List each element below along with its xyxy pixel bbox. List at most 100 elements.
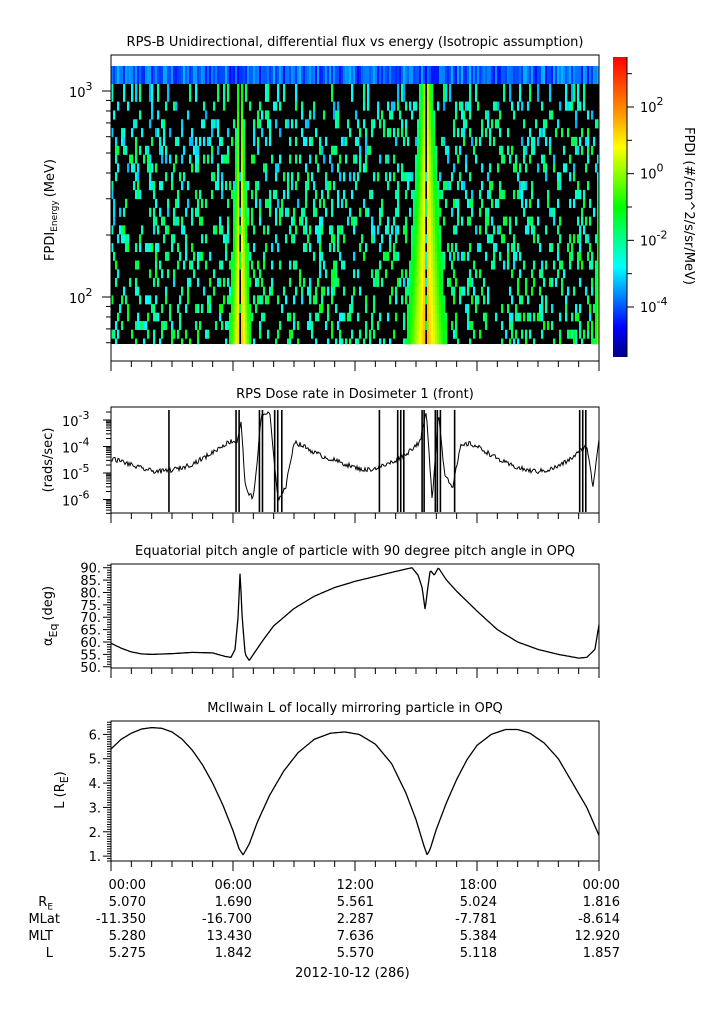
- spectrogram-cell: [449, 181, 452, 191]
- spectrogram-cell: [411, 338, 414, 345]
- spectrogram-cell: [589, 243, 592, 253]
- spectrogram-cell: [317, 234, 320, 244]
- spectrogram-cell: [331, 329, 334, 339]
- spectrogram-cell: [327, 181, 330, 191]
- colorbar-label: FPDI (#/cm^2/s/sr/MeV): [681, 127, 696, 285]
- spectrogram-cell: [161, 321, 164, 330]
- spectrogram-cell: [213, 172, 216, 182]
- spectrogram-cell: [419, 207, 422, 217]
- spectrogram-cell: [235, 304, 238, 314]
- spectrogram-top-band-cell: [289, 66, 292, 84]
- spectrogram-top-band-cell: [339, 66, 342, 84]
- spectrogram-cell: [115, 338, 118, 345]
- spectrogram-cell: [125, 145, 128, 155]
- spectrogram-cell: [159, 260, 162, 270]
- spectrogram-cell: [433, 260, 436, 270]
- spectrogram-top-band-cell: [575, 66, 578, 84]
- spectrogram-cell: [457, 207, 460, 217]
- spectrogram-cell: [581, 128, 584, 138]
- spectrogram-cell: [121, 128, 124, 138]
- spectrogram-cell: [331, 207, 334, 217]
- spectrogram-top-band-cell: [511, 66, 514, 84]
- spectrogram-top-band-cell: [149, 66, 152, 84]
- spectrogram-top-band-cell: [151, 66, 154, 84]
- spectrogram-top-band-cell: [193, 66, 196, 84]
- spectrogram-cell: [423, 260, 426, 270]
- spectrogram-cell: [403, 277, 406, 287]
- spectrogram-cell: [595, 338, 598, 345]
- spectrogram-cell: [241, 243, 244, 253]
- spectrogram-top-band-cell: [191, 66, 194, 84]
- spectrogram-cell: [319, 198, 322, 209]
- spectrogram-cell: [397, 181, 400, 191]
- spectrogram-cell: [505, 216, 508, 226]
- dose-rate-title: RPS Dose rate in Dosimeter 1 (front): [236, 387, 474, 402]
- spectrogram-cell: [297, 198, 300, 209]
- spectrogram-cell: [243, 243, 246, 253]
- spectrogram-top-band-cell: [327, 66, 330, 84]
- spectrogram-cell: [155, 295, 158, 305]
- spectrogram-cell: [327, 189, 330, 200]
- spectrogram-cell: [481, 163, 484, 173]
- spectrogram-cell: [137, 260, 140, 270]
- spectrogram-cell: [299, 154, 302, 164]
- spectrogram-cell: [433, 234, 436, 244]
- spectrogram-cell: [595, 321, 598, 330]
- spectrogram-cell: [471, 295, 474, 305]
- spectrogram-cell: [179, 172, 182, 182]
- spectrogram-cell: [339, 329, 342, 339]
- spectrogram-cell: [503, 189, 506, 200]
- spectrogram-cell: [289, 225, 292, 235]
- spectrogram-cell: [409, 207, 412, 217]
- spectrogram-cell: [497, 225, 500, 235]
- spectrogram-top-band-cell: [571, 66, 574, 84]
- spectrogram-cell: [433, 128, 436, 138]
- spectrogram-top-band-cell: [457, 66, 460, 84]
- spectrogram-cell: [119, 225, 122, 235]
- spectrogram-cell: [375, 269, 378, 279]
- spectrogram-cell: [431, 277, 434, 287]
- spectrogram-top-band-cell: [525, 66, 528, 84]
- spectrogram-cell: [503, 154, 506, 164]
- spectrogram-cell: [233, 225, 236, 235]
- spectrogram-cell: [521, 189, 524, 200]
- spectrogram-cell: [429, 251, 432, 261]
- spectrogram-cell: [597, 286, 600, 296]
- spectrogram-top-band-cell: [479, 66, 482, 84]
- spectrogram-cell: [403, 84, 406, 102]
- spectrogram-cell: [425, 277, 428, 287]
- spectrogram-cell: [551, 277, 554, 287]
- spectrogram-cell: [553, 216, 556, 226]
- spectrogram-cell: [429, 312, 432, 322]
- spectrogram-cell: [439, 234, 442, 244]
- spectrogram-cell: [127, 312, 130, 322]
- spectrogram-cell: [265, 198, 268, 209]
- spectrogram-cell: [431, 216, 434, 226]
- spectrogram-cell: [423, 338, 426, 345]
- spectrogram-cell: [213, 119, 216, 129]
- spectrogram-cell: [381, 234, 384, 244]
- spectrogram-cell: [223, 154, 226, 164]
- spectrogram-cell: [517, 101, 520, 111]
- spectrogram-cell: [437, 286, 440, 296]
- spectrogram-cell: [417, 277, 420, 287]
- spectrogram-cell: [143, 338, 146, 345]
- spectrogram-cell: [247, 295, 250, 305]
- spectrogram-cell: [197, 207, 200, 217]
- spectrogram-cell: [543, 163, 546, 173]
- spectrogram-cell: [353, 216, 356, 226]
- spectrogram-cell: [149, 172, 152, 182]
- spectrogram-cell: [427, 251, 430, 261]
- spectrogram-cell: [115, 154, 118, 164]
- spectrogram-cell: [427, 163, 430, 173]
- spectrogram-cell: [279, 321, 282, 330]
- spectrogram-cell: [433, 136, 436, 147]
- spectrogram-cell: [269, 207, 272, 217]
- spectrogram-cell: [417, 329, 420, 339]
- spectrogram-cell: [261, 128, 264, 138]
- spectrogram-cell: [597, 304, 600, 314]
- spectrogram-cell: [167, 198, 170, 209]
- spectrogram-cell: [303, 136, 306, 147]
- colorbar-tick-label: 100: [640, 162, 664, 183]
